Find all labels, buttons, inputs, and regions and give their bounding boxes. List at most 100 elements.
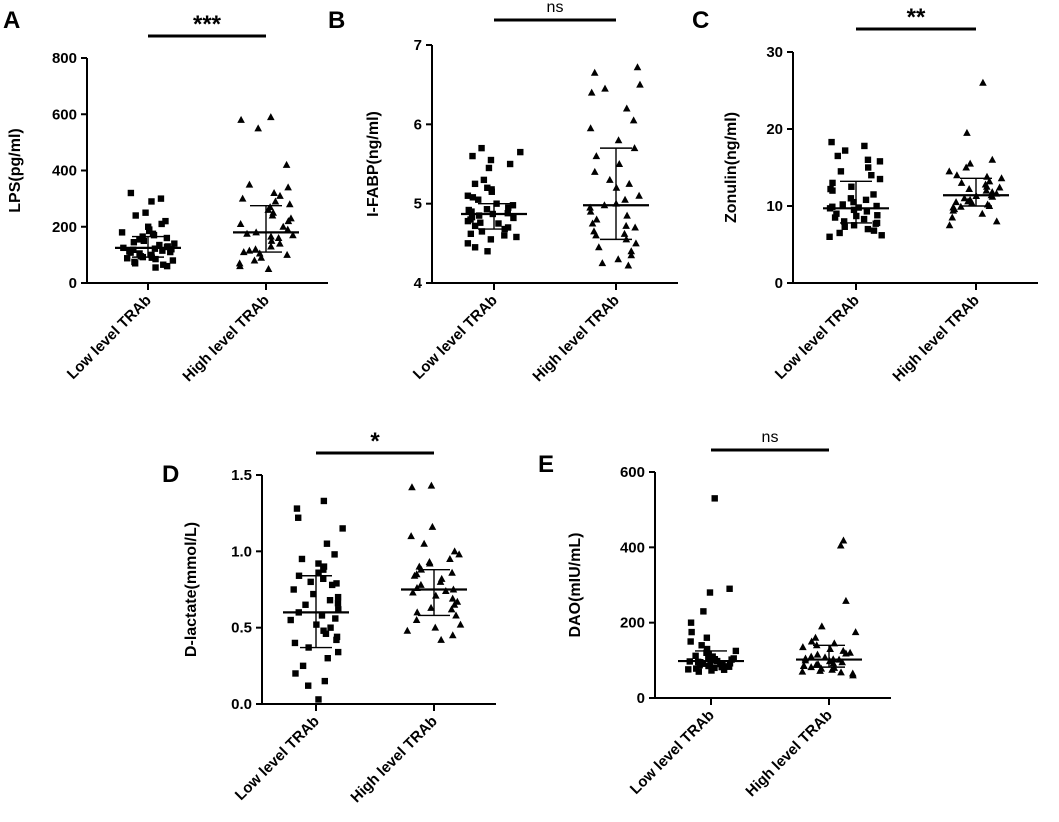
data-point — [267, 232, 275, 240]
data-point — [614, 255, 623, 263]
significance-label: ns — [762, 429, 779, 446]
data-point — [403, 626, 412, 634]
y-tick-label: 20 — [766, 121, 783, 138]
y-tick-label: 5 — [414, 196, 422, 213]
data-point — [152, 264, 159, 271]
data-point — [864, 156, 872, 163]
data-point — [615, 160, 624, 167]
data-point — [495, 220, 502, 227]
data-point — [586, 207, 595, 215]
data-point — [236, 262, 244, 270]
data-point — [332, 615, 339, 622]
data-point — [687, 638, 694, 645]
data-point — [328, 581, 336, 589]
data-point — [305, 682, 312, 689]
y-tick-label: 7 — [414, 37, 422, 54]
data-point — [250, 256, 259, 264]
data-point — [322, 630, 330, 637]
data-point — [431, 623, 440, 631]
y-tick-label: 0 — [637, 690, 645, 707]
data-point — [811, 633, 820, 641]
y-tick-label: 0.5 — [231, 620, 252, 637]
data-point — [833, 210, 840, 217]
data-point — [464, 192, 472, 199]
data-point — [624, 261, 633, 269]
data-point — [592, 231, 600, 239]
data-point — [501, 232, 508, 239]
y-axis-label: DAO(mIU/mL) — [567, 533, 584, 638]
data-point — [621, 195, 629, 203]
data-point — [123, 255, 131, 262]
y-tick-label: 600 — [52, 106, 77, 123]
data-point — [836, 541, 845, 549]
data-point — [320, 497, 328, 505]
data-point — [838, 658, 846, 666]
panel-c: C 0 10 20 30 Low level TRAb High level TRAb Zon… — [692, 4, 1038, 385]
data-point — [848, 183, 855, 190]
data-point — [513, 233, 520, 241]
y-tick-label: 4 — [414, 275, 423, 292]
data-point — [711, 495, 718, 502]
data-point — [487, 236, 495, 243]
data-point — [412, 570, 421, 578]
data-point — [957, 178, 966, 186]
data-point — [861, 142, 868, 150]
data-point — [477, 219, 484, 226]
data-point — [850, 206, 858, 214]
y-tick-label: 6 — [414, 116, 422, 133]
data-point — [627, 247, 636, 255]
data-point — [960, 194, 969, 202]
data-point — [425, 558, 434, 566]
data-point — [586, 124, 595, 132]
data-point — [592, 215, 601, 223]
data-point — [320, 566, 327, 573]
data-point — [953, 171, 961, 179]
y-tick-label: 400 — [52, 163, 77, 180]
data-point — [868, 172, 875, 179]
data-point — [148, 198, 155, 205]
data-point — [952, 198, 960, 206]
data-point — [251, 245, 260, 253]
data-point — [167, 248, 174, 256]
data-point — [318, 612, 326, 619]
y-tick-label: 30 — [766, 44, 783, 61]
data-point — [826, 645, 834, 653]
data-point — [873, 202, 880, 210]
data-point — [323, 540, 331, 547]
data-point — [696, 662, 703, 669]
data-point — [267, 113, 275, 121]
data-point — [480, 176, 488, 184]
data-point — [874, 212, 881, 219]
category-label: Low level TRAb — [232, 713, 323, 804]
data-point — [127, 249, 134, 256]
data-point — [708, 667, 715, 674]
significance-label: *** — [193, 11, 222, 38]
data-point — [725, 663, 733, 670]
data-point — [876, 158, 884, 165]
data-point — [285, 200, 294, 208]
data-point — [268, 211, 277, 219]
data-point — [837, 668, 845, 676]
panel-b: B 4 5 6 7 Low level TRAb High level TRAb I-FABP… — [328, 0, 678, 385]
y-tick-label: 0.0 — [231, 696, 252, 713]
significance-label: ** — [907, 4, 926, 31]
data-point — [841, 147, 849, 154]
data-point — [450, 547, 459, 555]
data-point — [475, 212, 483, 219]
category-label: High level TRAb — [347, 713, 440, 806]
data-point — [988, 155, 997, 163]
data-point — [685, 666, 692, 673]
data-point — [623, 211, 631, 219]
data-point — [798, 667, 807, 675]
data-point — [985, 177, 994, 185]
data-point — [622, 221, 630, 229]
data-point — [289, 231, 297, 239]
data-point — [290, 586, 297, 593]
data-point — [706, 589, 714, 596]
data-point — [995, 183, 1004, 191]
data-point — [828, 665, 836, 673]
data-point — [326, 596, 334, 604]
data-point — [840, 218, 848, 225]
data-point — [142, 209, 149, 216]
data-point — [315, 560, 322, 567]
